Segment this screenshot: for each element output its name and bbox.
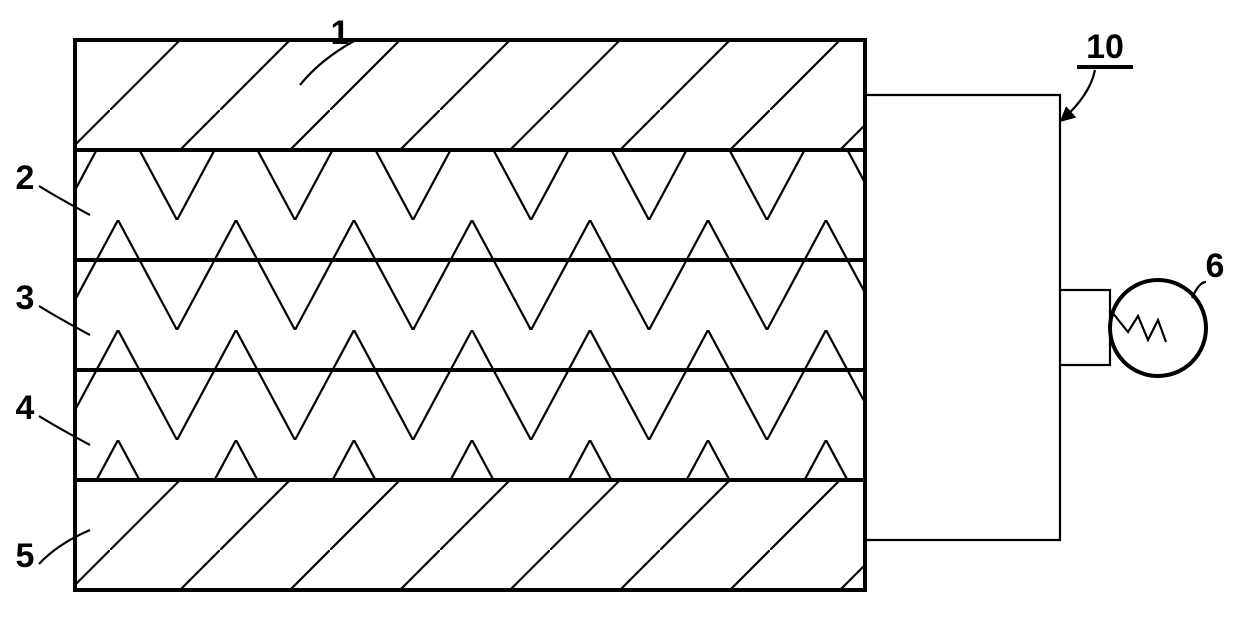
layer-2: 2 [16, 150, 865, 260]
label-10-arrow [1062, 70, 1095, 120]
label-1: 1 [331, 14, 350, 52]
label-4: 4 [16, 389, 35, 427]
label-10: 10 [1086, 28, 1124, 66]
label-5: 5 [16, 537, 35, 575]
wire-bottom [865, 365, 1060, 540]
wire-top [865, 95, 1060, 290]
diagram-svg: 1 2 3 4 5 6 10 [0, 0, 1239, 622]
label-2: 2 [16, 159, 35, 197]
layer-4: 4 [16, 370, 865, 480]
layer-1: 1 [75, 14, 865, 150]
label-6: 6 [1206, 247, 1225, 285]
label-3: 3 [16, 279, 35, 317]
bulb: 6 [1060, 247, 1224, 376]
layer-5: 5 [16, 480, 865, 590]
layer-3: 3 [16, 260, 865, 370]
